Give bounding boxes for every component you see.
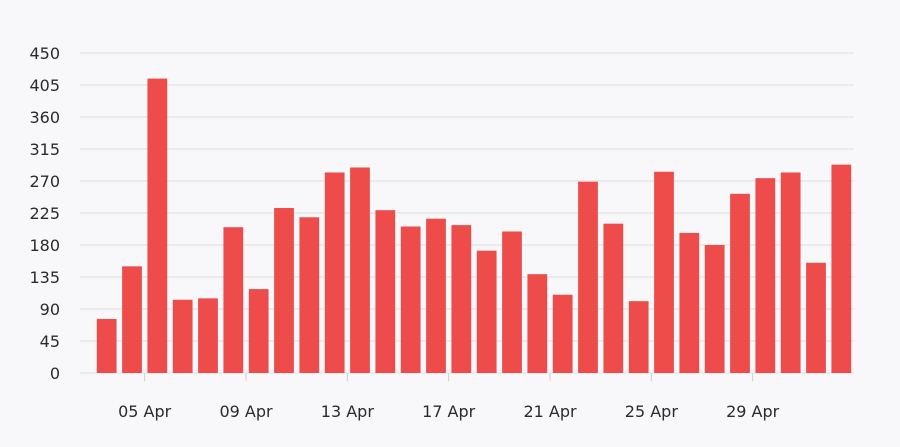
bar-24 xyxy=(679,232,700,373)
bars xyxy=(96,78,852,373)
bar-1 xyxy=(96,318,117,373)
bar-13 xyxy=(400,226,421,373)
bar-27 xyxy=(755,178,776,373)
y-tick-label: 225 xyxy=(29,204,60,223)
bar-19 xyxy=(552,294,573,373)
bar-22 xyxy=(628,301,649,373)
bar-18 xyxy=(527,274,548,373)
bar-3 xyxy=(147,78,168,373)
y-tick-label: 180 xyxy=(29,236,60,255)
bar-20 xyxy=(578,181,598,373)
x-tick-label: 17 Apr xyxy=(422,402,476,421)
bar-23 xyxy=(654,171,674,373)
x-tick-label: 21 Apr xyxy=(523,402,577,421)
bar-30 xyxy=(831,164,852,373)
bar-17 xyxy=(502,231,522,373)
y-tick-label: 270 xyxy=(29,172,60,191)
bar-26 xyxy=(730,193,750,373)
bar-12 xyxy=(375,210,396,373)
x-tick-label: 25 Apr xyxy=(625,402,679,421)
bar-5 xyxy=(198,298,218,373)
bar-9 xyxy=(299,217,320,373)
bar-7 xyxy=(248,289,269,373)
bar-25 xyxy=(704,245,725,373)
y-tick-label: 450 xyxy=(29,44,60,63)
bar-4 xyxy=(172,299,193,373)
y-tick-label: 135 xyxy=(29,268,60,287)
bar-10 xyxy=(324,172,345,373)
bar-2 xyxy=(122,266,142,373)
y-tick-label: 90 xyxy=(40,300,60,319)
y-tick-label: 405 xyxy=(29,76,60,95)
x-tick-label: 05 Apr xyxy=(118,402,172,421)
bar-28 xyxy=(780,172,801,373)
y-tick-label: 315 xyxy=(29,140,60,159)
bar-21 xyxy=(603,223,624,373)
y-tick-label: 45 xyxy=(40,332,60,351)
bar-6 xyxy=(223,227,244,373)
bar-15 xyxy=(451,225,472,373)
bar-8 xyxy=(274,208,294,373)
y-tick-label: 360 xyxy=(29,108,60,127)
bar-29 xyxy=(806,262,826,373)
y-axis: 0 45 90 135 180 225 270 315 360 405 450 xyxy=(29,44,60,383)
x-axis: 05 Apr 09 Apr 13 Apr 17 Apr 21 Apr 25 Apr 29 A… xyxy=(118,373,780,421)
bar-11 xyxy=(350,167,370,373)
x-tick-label: 13 Apr xyxy=(321,402,375,421)
bar-14 xyxy=(426,218,446,373)
x-tick-label: 29 Apr xyxy=(726,402,780,421)
x-tick-label: 09 Apr xyxy=(219,402,273,421)
y-tick-label: 0 xyxy=(50,364,60,383)
bar-16 xyxy=(476,250,497,373)
